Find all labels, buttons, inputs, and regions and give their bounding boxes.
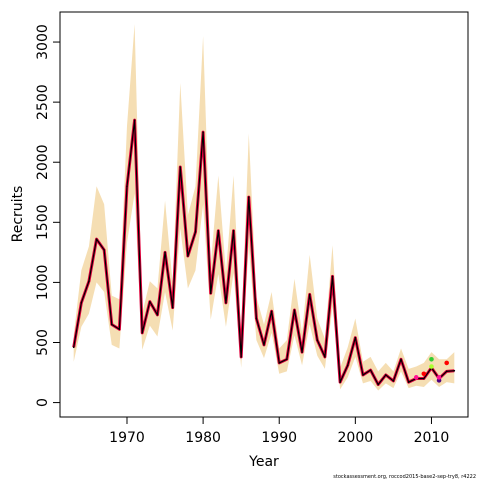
x-tick-label: 1990 [261, 430, 297, 446]
recruits-point [247, 196, 250, 198]
recruits-point [377, 383, 379, 386]
y-tick-label: 2000 [35, 144, 51, 180]
x-tick-label: 2000 [338, 430, 374, 446]
recruits-point [316, 339, 319, 341]
recruits-point [407, 381, 410, 383]
recruits-point [133, 119, 136, 121]
x-tick-label: 1970 [109, 430, 145, 446]
footer-note: stockassessment.org, roccod2015-base2-se… [333, 474, 476, 480]
retro-point [436, 375, 442, 380]
recruits-point [187, 255, 189, 257]
recruits-point [392, 380, 395, 382]
recruits-point [270, 310, 273, 313]
retro-point [444, 360, 449, 366]
recruits-point [255, 317, 258, 320]
recruits-point [88, 280, 90, 283]
y-tick-label: 3000 [35, 24, 51, 60]
recruits-point [126, 185, 128, 188]
y-tick-label: 1500 [35, 204, 51, 240]
recruits-point [95, 238, 98, 240]
y-tick-label: 2500 [35, 84, 51, 120]
recruits-point [324, 356, 326, 358]
recruits-point [362, 374, 364, 376]
x-axis: 1970 1980 1990 2000 2010 [109, 417, 449, 446]
recruits-point [110, 323, 113, 326]
retro-point [421, 371, 427, 377]
recruits-point [308, 293, 311, 296]
recruits-point [149, 300, 151, 303]
retro-point [429, 364, 434, 369]
recruits-point [400, 358, 402, 361]
recruits-point [423, 377, 425, 380]
recruits-point [445, 370, 448, 373]
recruits-point [202, 131, 204, 133]
y-tick-label: 0 [35, 398, 51, 407]
recruits-point [103, 249, 105, 251]
plot-frame [59, 11, 469, 418]
y-axis: 0 500 1000 1500 2000 2500 3000 [35, 24, 60, 407]
recruits-point [164, 251, 166, 254]
y-tick-label: 1000 [35, 265, 51, 301]
recruits-point [240, 356, 242, 358]
x-tick-label: 1980 [185, 430, 221, 446]
recruits-point [118, 328, 121, 331]
confidence-band-layer [73, 24, 455, 391]
recruits-point [286, 358, 288, 361]
recruits-point [369, 369, 372, 371]
recruits-point [331, 275, 334, 278]
recruits-point [156, 314, 159, 316]
recruits-point [354, 336, 357, 339]
retrospective-points-layer [413, 357, 449, 383]
recruits-point [179, 166, 182, 168]
recruits-point [301, 351, 303, 353]
recruits-point [141, 332, 144, 334]
recruits-point [263, 344, 265, 346]
y-tick-label: 500 [35, 329, 51, 356]
recruits-point [217, 229, 220, 232]
x-tick-label: 2010 [414, 430, 450, 446]
recruits-point [225, 302, 227, 304]
recruits-point [171, 306, 174, 309]
y-axis-title: Recruits [10, 186, 26, 243]
retro-point [413, 375, 419, 380]
retro-point [429, 357, 434, 362]
recruits-point [194, 231, 197, 233]
recruits-point [72, 346, 75, 349]
recruits-point [278, 362, 281, 364]
confidence-band [73, 24, 455, 391]
recruits-point [384, 374, 387, 376]
recruits-point [339, 381, 341, 383]
x-axis-title: Year [248, 454, 279, 470]
recruits-point [346, 364, 349, 367]
recruits-line-layer [72, 118, 456, 387]
recruits-point [232, 229, 235, 232]
recruits-point [293, 309, 296, 311]
recruits-point [209, 292, 212, 295]
recruits-point [453, 369, 456, 372]
recruits-point [80, 302, 83, 304]
